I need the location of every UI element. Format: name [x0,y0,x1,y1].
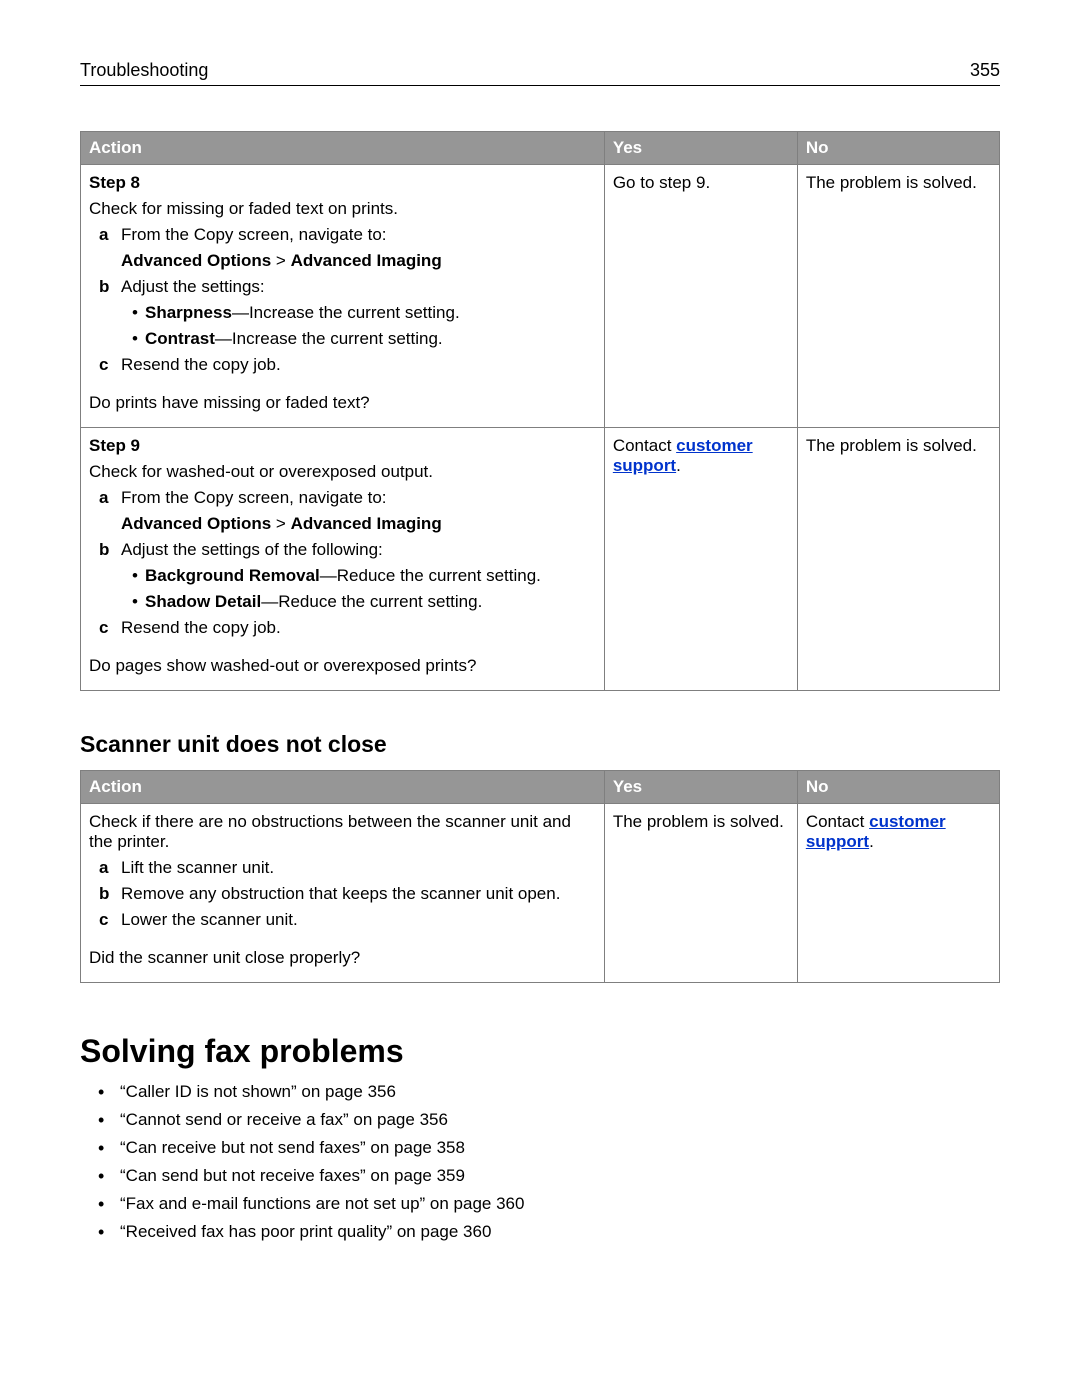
no-pre: Contact [806,812,869,831]
substep-c-text: Resend the copy job. [121,618,281,638]
bullet-rest: —Increase the current setting. [232,303,460,322]
step-intro: Check if there are no obstructions betwe… [89,812,596,852]
bullet-item: • Background Removal—Reduce the current … [125,566,596,586]
path-gt: > [271,514,290,533]
substep-a: a From the Copy screen, navigate to: [99,225,596,245]
nav-path: Advanced Options > Advanced Imaging [121,251,596,271]
yes-cell: The problem is solved. [604,804,797,983]
page-header: Troubleshooting 355 [80,60,1000,86]
no-cell: Contact customer support. [797,804,999,983]
col-action: Action [81,132,605,165]
action-cell: Step 9 Check for washed-out or overexpos… [81,428,605,691]
letter-a: a [99,488,121,508]
bullet-icon: • [125,592,145,612]
bullet-icon: • [125,566,145,586]
table-header-row: Action Yes No [81,132,1000,165]
step-question: Do prints have missing or faded text? [89,393,596,413]
troubleshoot-table-2: Action Yes No Check if there are no obst… [80,770,1000,983]
path-part: Advanced Options [121,514,271,533]
yes-cell: Go to step 9. [604,165,797,428]
list-item: “Cannot send or receive a fax” on page 3… [98,1110,1000,1130]
troubleshoot-table-1: Action Yes No Step 8 Check for missing o… [80,131,1000,691]
substep-c: c Resend the copy job. [99,618,596,638]
section-heading-fax: Solving fax problems [80,1033,1000,1070]
step-title: Step 9 [89,436,596,456]
bullet-icon: • [125,329,145,349]
bullet-bold: Background Removal [145,566,320,585]
col-yes: Yes [604,771,797,804]
bullet-rest: —Reduce the current setting. [261,592,482,611]
bullet-item: • Shadow Detail—Reduce the current setti… [125,592,596,612]
yes-pre: Contact [613,436,676,455]
bullet-rest: —Increase the current setting. [215,329,443,348]
substep-a: a From the Copy screen, navigate to: [99,488,596,508]
step-intro: Check for missing or faded text on print… [89,199,596,219]
substep-b: b Adjust the settings of the following: [99,540,596,560]
action-cell: Check if there are no obstructions betwe… [81,804,605,983]
letter-b: b [99,884,121,904]
substep-b-text: Remove any obstruction that keeps the sc… [121,884,560,904]
list-item: “Received fax has poor print quality” on… [98,1222,1000,1242]
letter-c: c [99,355,121,375]
substep-a: a Lift the scanner unit. [99,858,596,878]
step-intro: Check for washed-out or overexposed outp… [89,462,596,482]
letter-a: a [99,225,121,245]
substep-c: c Lower the scanner unit. [99,910,596,930]
substep-a-text: From the Copy screen, navigate to: [121,488,387,508]
bullet-rest: —Reduce the current setting. [320,566,541,585]
step-question: Did the scanner unit close properly? [89,948,596,968]
section-heading-scanner: Scanner unit does not close [80,731,1000,758]
substep-c-text: Lower the scanner unit. [121,910,298,930]
col-yes: Yes [604,132,797,165]
bullet-bold: Shadow Detail [145,592,261,611]
table-row: Check if there are no obstructions betwe… [81,804,1000,983]
substep-b-text: Adjust the settings: [121,277,265,297]
substep-c-text: Resend the copy job. [121,355,281,375]
path-part: Advanced Imaging [291,251,442,270]
letter-a: a [99,858,121,878]
letter-b: b [99,277,121,297]
list-item: “Caller ID is not shown” on page 356 [98,1082,1000,1102]
header-title: Troubleshooting [80,60,208,81]
bullet-bold: Contrast [145,329,215,348]
col-action: Action [81,771,605,804]
bullet-item: • Contrast—Increase the current setting. [125,329,596,349]
no-post: . [869,832,874,851]
page: Troubleshooting 355 Action Yes No Step 8… [0,0,1080,1397]
bullet-bold: Sharpness [145,303,232,322]
list-item: “Can receive but not send faxes” on page… [98,1138,1000,1158]
table-row: Step 8 Check for missing or faded text o… [81,165,1000,428]
step-title: Step 8 [89,173,596,193]
no-cell: The problem is solved. [797,428,999,691]
action-cell: Step 8 Check for missing or faded text o… [81,165,605,428]
nav-path: Advanced Options > Advanced Imaging [121,514,596,534]
yes-post: . [676,456,681,475]
step-question: Do pages show washed-out or overexposed … [89,656,596,676]
substep-b-text: Adjust the settings of the following: [121,540,383,560]
path-part: Advanced Imaging [291,514,442,533]
col-no: No [797,771,999,804]
substep-c: c Resend the copy job. [99,355,596,375]
list-item: “Fax and e-mail functions are not set up… [98,1194,1000,1214]
letter-b: b [99,540,121,560]
path-gt: > [271,251,290,270]
list-item: “Can send but not receive faxes” on page… [98,1166,1000,1186]
substep-a-text: Lift the scanner unit. [121,858,274,878]
yes-cell: Contact customer support. [604,428,797,691]
path-part: Advanced Options [121,251,271,270]
no-cell: The problem is solved. [797,165,999,428]
substep-b: b Remove any obstruction that keeps the … [99,884,596,904]
letter-c: c [99,618,121,638]
table-row: Step 9 Check for washed-out or overexpos… [81,428,1000,691]
fax-problem-list: “Caller ID is not shown” on page 356 “Ca… [98,1082,1000,1242]
table-header-row: Action Yes No [81,771,1000,804]
bullet-item: • Sharpness—Increase the current setting… [125,303,596,323]
page-number: 355 [970,60,1000,81]
bullet-icon: • [125,303,145,323]
col-no: No [797,132,999,165]
substep-b: b Adjust the settings: [99,277,596,297]
substep-a-text: From the Copy screen, navigate to: [121,225,387,245]
letter-c: c [99,910,121,930]
